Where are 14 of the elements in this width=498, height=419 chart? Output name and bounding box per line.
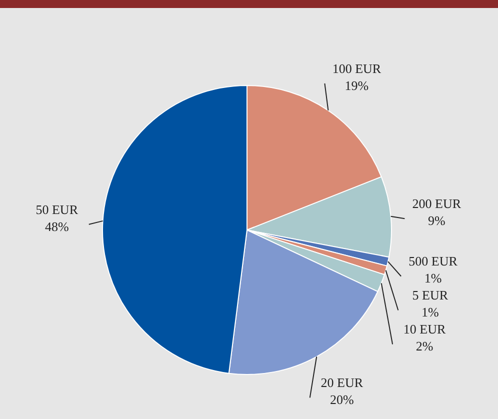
data-label: 1%: [424, 270, 442, 286]
slice-label: 20 EUR: [320, 375, 364, 390]
slice-label: 500 EUR: [408, 254, 458, 269]
data-label: 9%: [428, 213, 446, 228]
data-label: 1%: [422, 304, 439, 320]
slice-label: 50 EUR: [36, 202, 78, 217]
data-label: 2%: [416, 338, 434, 354]
slice-label: 200 EUR: [412, 196, 462, 212]
slice-label: 10 EUR: [403, 322, 446, 337]
data-label: 48%: [44, 218, 69, 234]
slice-label: 5 EUR: [412, 288, 448, 303]
slice-label: 100 EUR: [332, 60, 382, 76]
data-label: 20%: [330, 392, 354, 408]
data-label: 19%: [344, 78, 369, 93]
